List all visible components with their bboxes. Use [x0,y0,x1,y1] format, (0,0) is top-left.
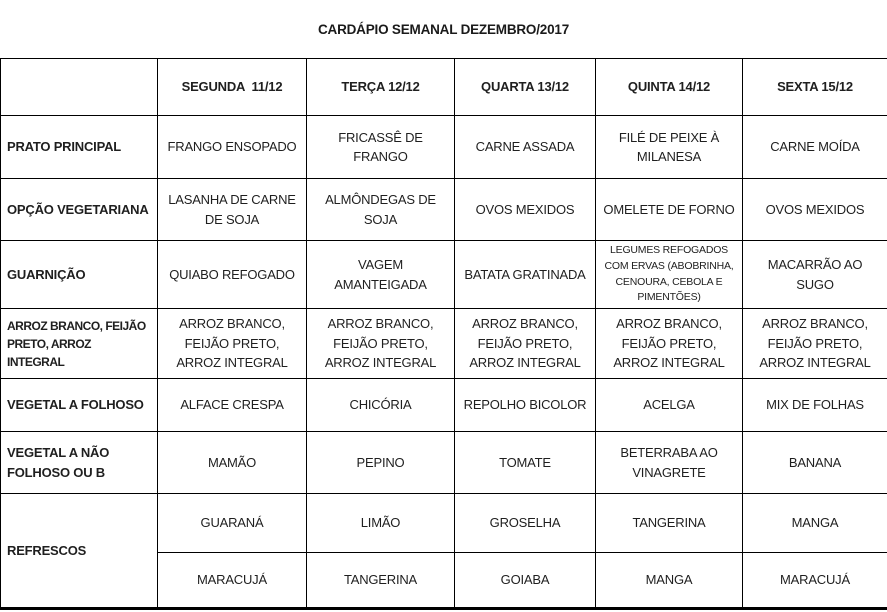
menu-cell: VAGEM AMANTEIGADA [306,240,455,309]
table-row-vegetal-folhoso: VEGETAL A FOLHOSO ALFACE CRESPA CHICÓRIA… [0,378,887,432]
menu-cell: LASANHA DE CARNE DE SOJA [157,178,307,241]
menu-cell: ALMÔNDEGAS DE SOJA [306,178,455,241]
menu-cell: OVOS MEXIDOS [742,178,887,241]
menu-cell: PEPINO [306,431,455,494]
menu-cell: TOMATE [454,431,596,494]
menu-cell: OVOS MEXIDOS [454,178,596,241]
menu-cell: ARROZ BRANCO, FEIJÃO PRETO, ARROZ INTEGR… [454,308,596,379]
menu-cell: BETERRABA AO VINAGRETE [595,431,743,494]
day-header-thursday: QUINTA 14/12 [595,58,743,116]
menu-cell: ARROZ BRANCO, FEIJÃO PRETO, ARROZ INTEGR… [306,308,455,379]
menu-cell: TANGERINA [595,493,743,553]
menu-cell: MARACUJÁ [157,552,307,609]
menu-cell: LEGUMES REFOGADOS COM ERVAS (ABOBRINHA, … [595,240,743,309]
table-row-opcao-vegetariana: OPÇÃO VEGETARIANA LASANHA DE CARNE DE SO… [0,178,887,241]
menu-cell: CARNE MOÍDA [742,115,887,179]
menu-cell: MANGA [742,493,887,553]
menu-cell: GROSELHA [454,493,596,553]
menu-cell: MANGA [595,552,743,609]
menu-cell: FRICASSÊ DE FRANGO [306,115,455,179]
page-title: CARDÁPIO SEMANAL DEZEMBRO/2017 [317,21,570,37]
row-label: GUARNIÇÃO [0,240,158,309]
menu-cell: REPOLHO BICOLOR [454,378,596,432]
row-label: ARROZ BRANCO, FEIJÃO PRETO, ARROZ INTEGR… [0,308,158,379]
menu-cell: ARROZ BRANCO, FEIJÃO PRETO, ARROZ INTEGR… [157,308,307,379]
menu-cell: OMELETE DE FORNO [595,178,743,241]
menu-cell: GOIABA [454,552,596,609]
day-header-wednesday: QUARTA 13/12 [454,58,596,116]
table-row-vegetal-nao-folhoso: VEGETAL A NÃO FOLHOSO OU B MAMÃO PEPINO … [0,431,887,494]
menu-cell: MARACUJÁ [742,552,887,609]
table-row-guarnicao: GUARNIÇÃO QUIABO REFOGADO VAGEM AMANTEIG… [0,240,887,309]
row-label: OPÇÃO VEGETARIANA [0,178,158,241]
table-row-arroz-feijao: ARROZ BRANCO, FEIJÃO PRETO, ARROZ INTEGR… [0,308,887,379]
table-row-refrescos-1: REFRESCOS GUARANÁ LIMÃO GROSELHA TANGERI… [0,493,887,609]
menu-cell: CARNE ASSADA [454,115,596,179]
menu-cell: ARROZ BRANCO, FEIJÃO PRETO, ARROZ INTEGR… [742,308,887,379]
menu-cell: QUIABO REFOGADO [157,240,307,309]
menu-cell: ARROZ BRANCO, FEIJÃO PRETO, ARROZ INTEGR… [595,308,743,379]
menu-cell: BANANA [742,431,887,494]
menu-cell: TANGERINA [306,552,455,609]
row-label: PRATO PRINCIPAL [0,115,158,179]
day-header-friday: SEXTA 15/12 [742,58,887,116]
header-row: SEGUNDA 11/12 TERÇA 12/12 QUARTA 13/12 Q… [0,58,887,116]
table-row-refrescos-2: MARACUJÁ TANGERINA GOIABA MANGA MARACUJÁ [1,552,887,609]
table-row-prato-principal: PRATO PRINCIPAL FRANGO ENSOPADO FRICASSÊ… [0,115,887,179]
menu-cell: MACARRÃO AO SUGO [742,240,887,309]
day-header-monday: SEGUNDA 11/12 [157,58,307,116]
weekly-menu-table: SEGUNDA 11/12 TERÇA 12/12 QUARTA 13/12 Q… [0,58,887,610]
title-bar: CARDÁPIO SEMANAL DEZEMBRO/2017 [0,0,887,58]
menu-cell: LIMÃO [306,493,455,553]
menu-cell: FILÉ DE PEIXE À MILANESA [595,115,743,179]
menu-cell: ALFACE CRESPA [157,378,307,432]
menu-cell: MAMÃO [157,431,307,494]
menu-cell: FRANGO ENSOPADO [157,115,307,179]
corner-cell [0,58,158,116]
menu-cell: MIX DE FOLHAS [742,378,887,432]
menu-cell: CHICÓRIA [306,378,455,432]
row-label: REFRESCOS [0,493,158,609]
menu-cell: BATATA GRATINADA [454,240,596,309]
menu-cell: GUARANÁ [157,493,307,553]
menu-cell: ACELGA [595,378,743,432]
row-label: VEGETAL A FOLHOSO [0,378,158,432]
row-label: VEGETAL A NÃO FOLHOSO OU B [0,431,158,494]
day-header-tuesday: TERÇA 12/12 [306,58,455,116]
